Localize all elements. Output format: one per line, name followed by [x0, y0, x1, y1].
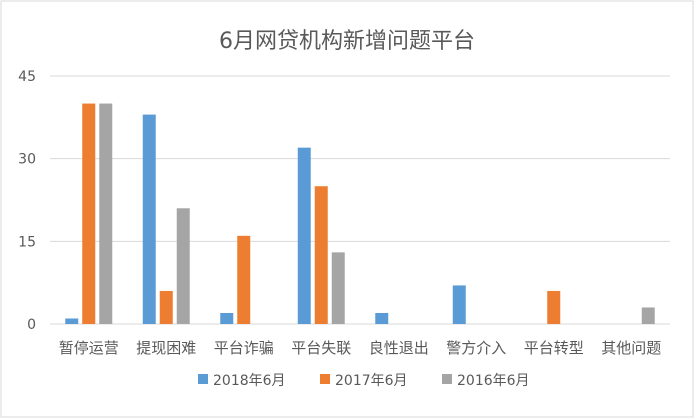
x-tick-label: 提现困难: [136, 339, 196, 357]
legend-swatch-2: [320, 374, 330, 384]
y-axis-ticks: 0 15 30 45: [18, 69, 36, 333]
bar-3-1: [99, 103, 113, 324]
legend-label-3: 2016年6月: [457, 373, 530, 389]
bar-1-6: [452, 285, 466, 324]
bar-1-5: [375, 312, 389, 324]
legend-label-1: 2018年6月: [213, 373, 286, 389]
y-tick-label: 15: [18, 234, 36, 250]
bar-1-4: [297, 147, 311, 324]
legend-swatch-1: [198, 374, 208, 384]
x-axis-ticks: 暂停运营 提现困难 平台诈骗 平台失联 良性退出 警方介入 平台转型 其他问题: [59, 339, 662, 357]
bars: [65, 103, 655, 324]
x-tick-label: 暂停运营: [59, 339, 119, 357]
bar-2-1: [82, 103, 96, 324]
x-tick-label: 平台转型: [524, 339, 584, 357]
bar-3-2: [176, 208, 190, 324]
bar-2-4: [314, 186, 328, 324]
legend-label-2: 2017年6月: [335, 373, 408, 389]
y-tick-label: 45: [18, 69, 36, 85]
bar-1-2: [142, 114, 156, 324]
legend: 2018年6月 2017年6月 2016年6月: [198, 373, 530, 389]
x-tick-label: 平台诈骗: [214, 339, 274, 357]
x-tick-label: 良性退出: [369, 339, 429, 357]
bar-1-3: [220, 312, 234, 324]
y-tick-label: 30: [18, 152, 36, 168]
x-tick-label: 警方介入: [446, 339, 506, 357]
x-tick-label: 平台失联: [291, 339, 351, 357]
bar-2-7: [547, 290, 561, 324]
bar-3-8: [641, 307, 655, 324]
x-tick-label: 其他问题: [601, 339, 661, 357]
chart-title: 6月网贷机构新增问题平台: [219, 29, 475, 54]
legend-swatch-3: [442, 374, 452, 384]
bar-1-1: [65, 318, 79, 324]
bar-3-4: [331, 252, 345, 324]
bar-2-2: [159, 290, 173, 324]
bar-2-3: [237, 235, 251, 324]
y-tick-label: 0: [27, 317, 36, 333]
